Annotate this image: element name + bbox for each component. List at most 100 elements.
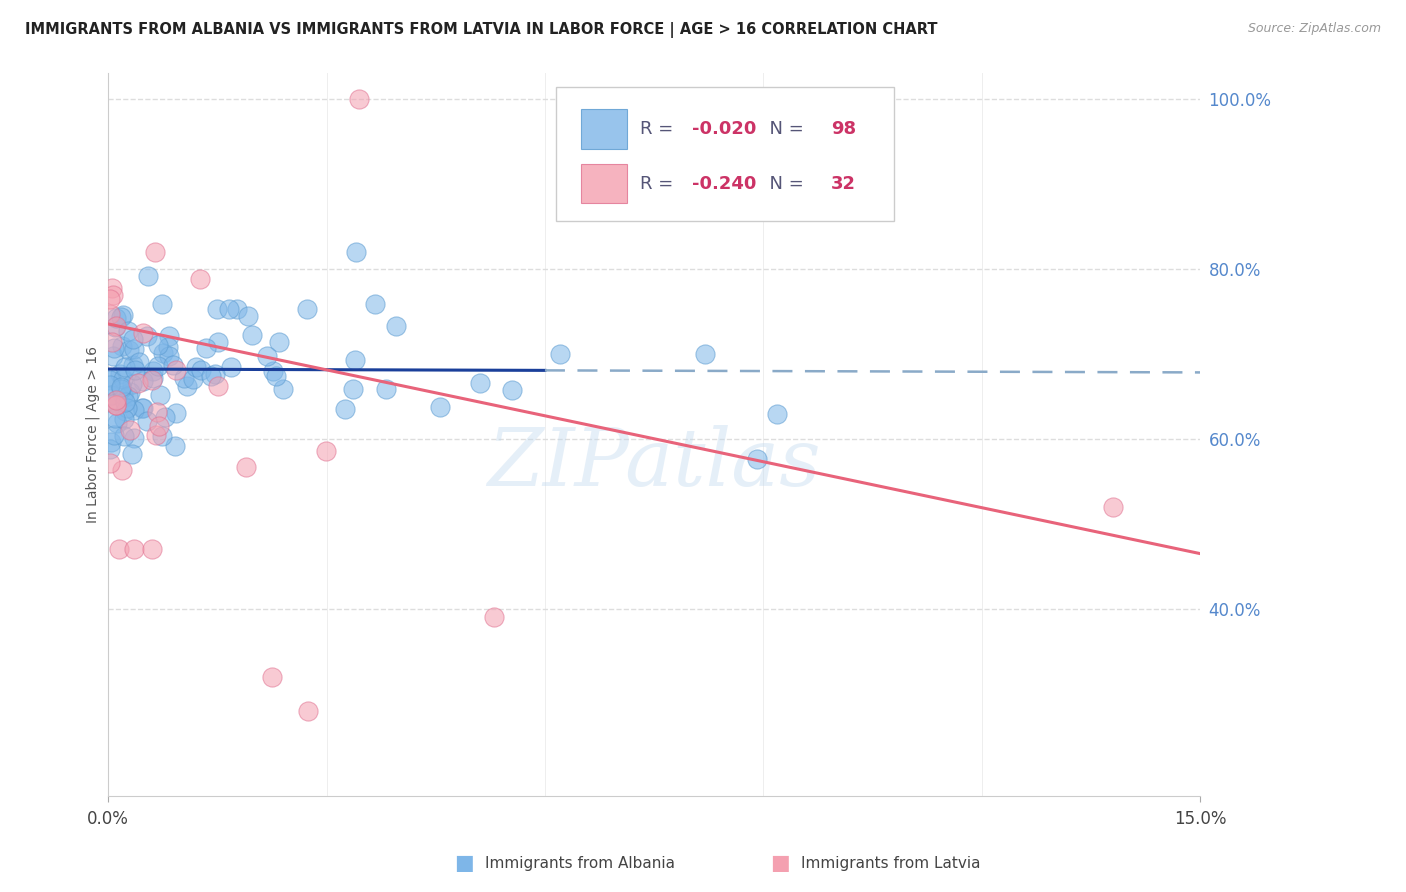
Point <box>1101 500 1123 514</box>
FancyBboxPatch shape <box>555 87 894 221</box>
Point <box>157 349 180 363</box>
Point <box>150 428 173 442</box>
Text: Immigrants from Latvia: Immigrants from Latvia <box>801 856 981 871</box>
Point <box>148 419 170 434</box>
Point <box>342 382 364 396</box>
Point <box>344 244 367 259</box>
Point <box>470 376 492 390</box>
Point <box>195 341 218 355</box>
Point <box>343 353 366 368</box>
Point <box>131 401 153 416</box>
Point <box>112 308 135 322</box>
Point <box>131 401 153 415</box>
Text: 98: 98 <box>831 120 856 138</box>
Point <box>103 428 125 442</box>
Point <box>121 447 143 461</box>
Point <box>152 346 174 360</box>
Point <box>204 368 226 382</box>
Point <box>114 360 136 375</box>
FancyBboxPatch shape <box>581 164 627 203</box>
Point <box>112 372 135 386</box>
Point <box>100 388 122 402</box>
Point <box>205 301 228 316</box>
Point <box>141 542 163 557</box>
Point <box>333 402 356 417</box>
Point <box>127 376 149 390</box>
Point <box>104 410 127 425</box>
Text: ZIPatlas: ZIPatlas <box>488 425 821 502</box>
Point <box>145 428 167 442</box>
Point <box>173 371 195 385</box>
Point <box>385 318 408 333</box>
Point <box>148 359 170 373</box>
Point <box>190 362 212 376</box>
Point <box>117 325 139 339</box>
Text: IMMIGRANTS FROM ALBANIA VS IMMIGRANTS FROM LATVIA IN LABOR FORCE | AGE > 16 CORR: IMMIGRANTS FROM ALBANIA VS IMMIGRANTS FR… <box>25 22 938 38</box>
Point <box>111 463 134 477</box>
Point <box>122 332 145 346</box>
Point <box>188 272 211 286</box>
Point <box>104 393 127 408</box>
Point <box>482 610 505 624</box>
Point <box>235 460 257 475</box>
Point <box>131 374 153 388</box>
Point <box>108 542 131 557</box>
Text: -0.020: -0.020 <box>692 120 756 138</box>
Point <box>157 340 180 354</box>
Point <box>110 310 132 325</box>
Point <box>240 327 263 342</box>
Point <box>256 350 278 364</box>
Point <box>101 287 124 301</box>
Point <box>236 310 259 324</box>
Point <box>146 404 169 418</box>
Point <box>142 364 165 378</box>
Point <box>146 338 169 352</box>
Point <box>98 373 121 387</box>
Point <box>114 404 136 418</box>
Point <box>142 370 165 384</box>
Point <box>117 389 139 403</box>
Point <box>150 297 173 311</box>
Point <box>163 439 186 453</box>
Point <box>149 387 172 401</box>
Text: 32: 32 <box>831 175 856 193</box>
Point <box>104 398 127 412</box>
Point <box>112 429 135 443</box>
Point <box>122 542 145 557</box>
Point <box>105 310 128 325</box>
Point <box>105 318 128 333</box>
Point <box>100 378 122 392</box>
Point <box>98 456 121 470</box>
Point <box>111 339 134 353</box>
Point <box>98 307 121 321</box>
Text: Source: ZipAtlas.com: Source: ZipAtlas.com <box>1247 22 1381 36</box>
Point <box>693 347 716 361</box>
Point <box>165 406 187 420</box>
Point <box>110 382 132 396</box>
Point <box>100 371 122 385</box>
Point <box>108 368 131 382</box>
Point <box>128 354 150 368</box>
Point <box>141 373 163 387</box>
Point <box>315 444 337 458</box>
Point <box>181 372 204 386</box>
Point <box>118 423 141 437</box>
Text: Immigrants from Albania: Immigrants from Albania <box>485 856 675 871</box>
Point <box>118 343 141 357</box>
Point <box>98 293 121 307</box>
Point <box>548 347 571 361</box>
Point <box>165 363 187 377</box>
Text: -0.240: -0.240 <box>692 175 756 193</box>
Text: R =: R = <box>640 120 679 138</box>
Text: R =: R = <box>640 175 679 193</box>
Point <box>104 320 127 334</box>
Point <box>101 350 124 364</box>
Point <box>115 401 138 416</box>
Point <box>364 297 387 311</box>
Point <box>219 360 242 375</box>
Point <box>132 326 155 340</box>
Point <box>262 364 284 378</box>
Point <box>186 359 208 374</box>
Point <box>501 383 523 397</box>
Point <box>225 301 247 316</box>
